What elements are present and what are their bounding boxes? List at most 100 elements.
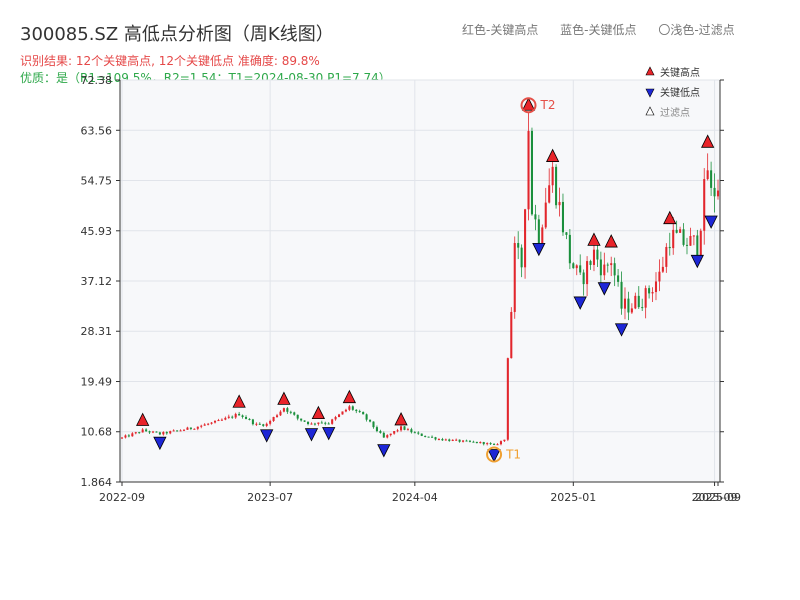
x-tick-label: 2024-04 <box>392 491 438 504</box>
candle-body <box>448 439 451 442</box>
candle-body <box>338 414 341 417</box>
candle-body <box>406 429 409 431</box>
candle-body <box>210 422 213 424</box>
candle-body <box>706 170 709 180</box>
candle-body <box>672 229 675 249</box>
candle-body <box>696 235 699 257</box>
x-tick-label: 2023-07 <box>247 491 293 504</box>
candle-body <box>455 439 458 441</box>
candle-body <box>524 209 527 268</box>
candle-body <box>544 202 547 228</box>
y-tick-label: 72.38 <box>81 74 113 87</box>
candle-body <box>165 432 168 434</box>
key-high-marker <box>587 232 601 246</box>
candle-body <box>548 185 551 203</box>
candle-body <box>675 229 678 233</box>
candle-body <box>703 179 706 231</box>
candle-body <box>685 244 689 246</box>
y-tick-label: 37.12 <box>81 275 113 288</box>
candle-body <box>427 436 430 438</box>
candle-body <box>441 439 444 441</box>
y-tick-label: 54.75 <box>81 175 113 188</box>
candle-body <box>372 421 375 428</box>
candle-body <box>238 413 241 416</box>
key-high-marker <box>277 391 291 405</box>
candle-body <box>424 435 427 437</box>
candle-body <box>179 430 182 432</box>
candle-body <box>637 295 640 308</box>
candle-body <box>244 417 248 419</box>
candle-body <box>189 427 192 429</box>
candle-body <box>282 408 285 412</box>
candle-body <box>610 263 613 266</box>
candle-body <box>344 409 347 412</box>
candle-body <box>369 419 372 422</box>
candle-body <box>379 431 382 433</box>
candle-body <box>513 243 516 312</box>
top-legend-filtered: 〇浅色-过滤点 <box>658 23 735 37</box>
candle-body <box>420 433 423 436</box>
candle-body <box>355 409 358 412</box>
candle-body <box>120 437 124 439</box>
candle-body <box>227 416 230 418</box>
candle-body <box>365 414 368 420</box>
candle-body <box>692 235 695 237</box>
candle-body <box>396 430 399 432</box>
candle-body <box>699 230 702 257</box>
candle-body <box>558 201 561 206</box>
candle-body <box>555 166 558 206</box>
candle-body <box>382 432 385 438</box>
candle-body <box>589 261 592 265</box>
candle-body <box>534 214 537 220</box>
annotation-ring-t2 <box>520 97 537 114</box>
candle-body <box>207 423 210 425</box>
candle-body <box>486 443 489 445</box>
candle-body <box>475 441 478 444</box>
candle-body <box>603 264 606 276</box>
candle-body <box>575 265 578 269</box>
candle-body <box>551 166 554 186</box>
candle-body <box>169 431 172 434</box>
key-low-marker <box>614 323 629 337</box>
legend-label: 关键高点 <box>660 66 700 79</box>
candle-body <box>334 416 337 420</box>
candle-body <box>634 295 637 309</box>
candle-body <box>413 432 416 434</box>
candle-body <box>138 432 141 434</box>
candle-body <box>444 439 447 441</box>
candle-body <box>293 412 296 415</box>
candle-body <box>393 431 396 434</box>
y-tick-label: 63.56 <box>81 124 113 137</box>
candle-body <box>651 292 654 294</box>
annotation-label-t1: T1 <box>505 448 521 462</box>
chart-title: 300085.SZ 高低点分析图（周K线图） <box>20 24 334 45</box>
legend-label: 关键低点 <box>660 86 700 99</box>
y-tick-label: 10.68 <box>81 426 113 439</box>
candle-body <box>617 275 620 282</box>
candle-body <box>489 443 492 445</box>
candle-body <box>286 408 289 412</box>
candle-body <box>224 417 227 420</box>
candle-body <box>527 130 530 210</box>
key-low-marker <box>377 444 391 458</box>
candle-body <box>327 423 330 425</box>
candle-body <box>537 219 540 247</box>
candle-body <box>217 420 220 422</box>
x-end-tick-label: 2025-09 <box>695 491 741 504</box>
annotation-label-t2: T2 <box>540 98 556 112</box>
key-low-marker <box>573 296 587 310</box>
key-high-marker <box>311 405 326 420</box>
key-low-marker <box>487 449 501 463</box>
candle-body <box>193 428 196 430</box>
candle-body <box>713 187 716 197</box>
candle-body <box>582 272 585 285</box>
candle-body <box>127 435 130 437</box>
candle-body <box>386 435 389 438</box>
candle-body <box>172 430 175 432</box>
candle-body <box>351 406 354 410</box>
candle-body <box>458 439 461 442</box>
candle-body <box>203 424 206 426</box>
candle-body <box>155 431 158 433</box>
candle-body <box>296 414 299 419</box>
candle-body <box>561 201 565 233</box>
